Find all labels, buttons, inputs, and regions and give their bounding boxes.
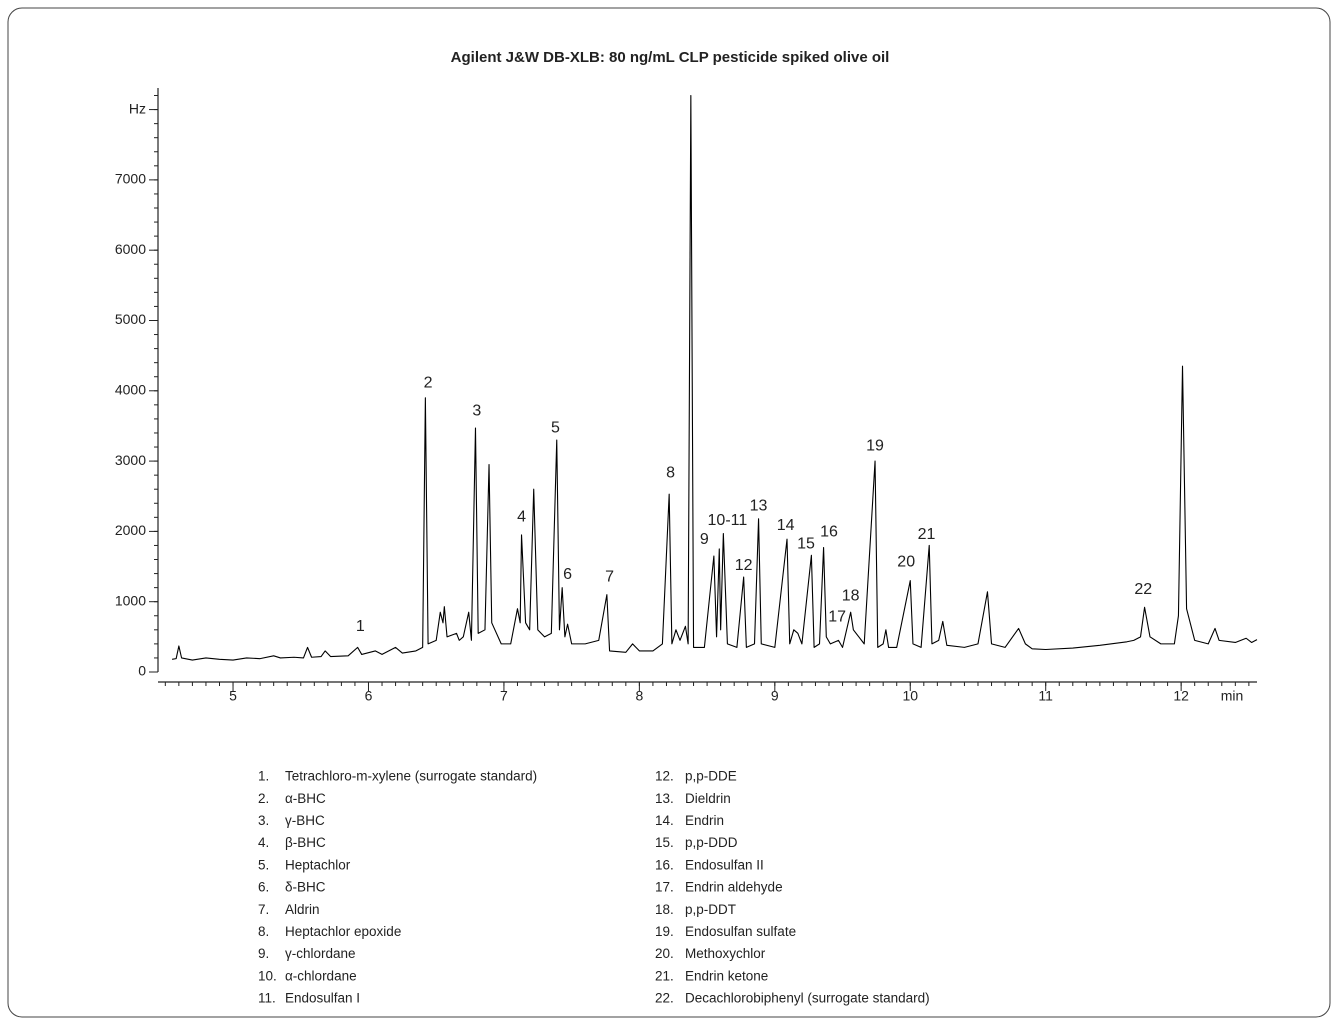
legend-number: 17. [655,880,674,895]
peak-label: 7 [605,568,614,585]
peak-label: 5 [551,419,560,436]
legend-number: 7. [258,902,269,917]
legend-number: 10. [258,968,277,983]
legend-name: Endrin aldehyde [685,880,783,895]
x-tick-label: 6 [365,688,373,704]
legend-name: β-BHC [285,835,326,850]
legend-name: Methoxychlor [685,946,766,961]
legend-name: p,p-DDD [685,835,738,850]
legend-number: 9. [258,946,269,961]
peak-label: 13 [750,497,768,514]
legend-name: δ-BHC [285,880,326,895]
x-tick-label: 10 [902,688,918,704]
legend-name: Heptachlor [285,857,351,872]
legend-name: Endosulfan II [685,857,764,872]
y-tick-label: 7000 [115,171,146,187]
y-tick-label: 3000 [115,452,146,468]
peak-label: 16 [820,523,838,540]
legend-name: α-chlordane [285,968,357,983]
peak-label: 4 [517,509,526,526]
x-tick-label: 7 [500,688,508,704]
x-axis-label: min [1221,688,1244,704]
peak-label: 19 [866,438,884,455]
peak-label: 20 [897,554,915,571]
y-tick-label: 2000 [115,522,146,538]
legend-name: Heptachlor epoxide [285,924,401,939]
legend-name: Endosulfan sulfate [685,924,796,939]
legend-number: 1. [258,769,269,784]
x-tick-label: 8 [635,688,643,704]
x-tick-label: 5 [229,688,237,704]
legend-name: γ-chlordane [285,946,356,961]
legend-number: 22. [655,991,674,1006]
peak-label: 22 [1134,581,1152,598]
legend-name: Endosulfan I [285,991,360,1006]
peak-label: 2 [424,374,433,391]
peak-label: 1 [356,618,365,635]
peak-label: 8 [666,464,675,481]
legend-number: 14. [655,813,674,828]
peak-label: 14 [777,517,795,534]
y-tick-label: 4000 [115,381,146,397]
peak-label: 18 [842,587,860,604]
legend-number: 20. [655,946,674,961]
y-tick-label: 1000 [115,592,146,608]
legend-number: 2. [258,791,269,806]
legend-name: p,p-DDT [685,902,736,917]
legend-number: 12. [655,769,674,784]
legend-number: 16. [655,857,674,872]
peak-label: 15 [797,535,815,552]
peak-label: 12 [735,557,753,574]
legend-name: Aldrin [285,902,320,917]
legend-name: γ-BHC [285,813,325,828]
y-tick-label: Hz [129,100,146,116]
x-tick-label: 11 [1038,688,1053,704]
frame [7,7,1331,1018]
legend-number: 4. [258,835,269,850]
peak-label: 3 [472,402,481,419]
peak-label: 21 [918,526,936,543]
legend-name: α-BHC [285,791,326,806]
legend-name: Dieldrin [685,791,731,806]
peak-label: 17 [828,608,846,625]
peak-label: 9 [700,531,709,548]
chromatogram-trace [171,94,1258,661]
peak-label: 10-11 [708,512,748,529]
y-tick-label: 6000 [115,241,146,257]
legend-name: p,p-DDE [685,769,737,784]
y-tick-label: 5000 [115,311,146,327]
legend-number: 8. [258,924,269,939]
legend-name: Endrin [685,813,724,828]
legend-number: 18. [655,902,674,917]
legend-number: 19. [655,924,674,939]
legend-number: 15. [655,835,674,850]
y-tick-label: 0 [138,663,146,679]
x-tick-label: 9 [771,688,779,704]
legend-number: 3. [258,813,269,828]
legend-number: 6. [258,880,269,895]
legend-number: 5. [258,857,269,872]
legend-name: Endrin ketone [685,968,768,983]
legend-number: 13. [655,791,674,806]
x-tick-label: 12 [1173,688,1189,704]
legend-number: 11. [258,991,276,1006]
legend-name: Tetrachloro-m-xylene (surrogate standard… [285,769,537,784]
peak-label: 6 [563,566,572,583]
chart-title: Agilent J&W DB-XLB: 80 ng/mL CLP pestici… [451,49,890,66]
legend-number: 21. [655,968,674,983]
legend-name: Decachlorobiphenyl (surrogate standard) [685,991,930,1006]
